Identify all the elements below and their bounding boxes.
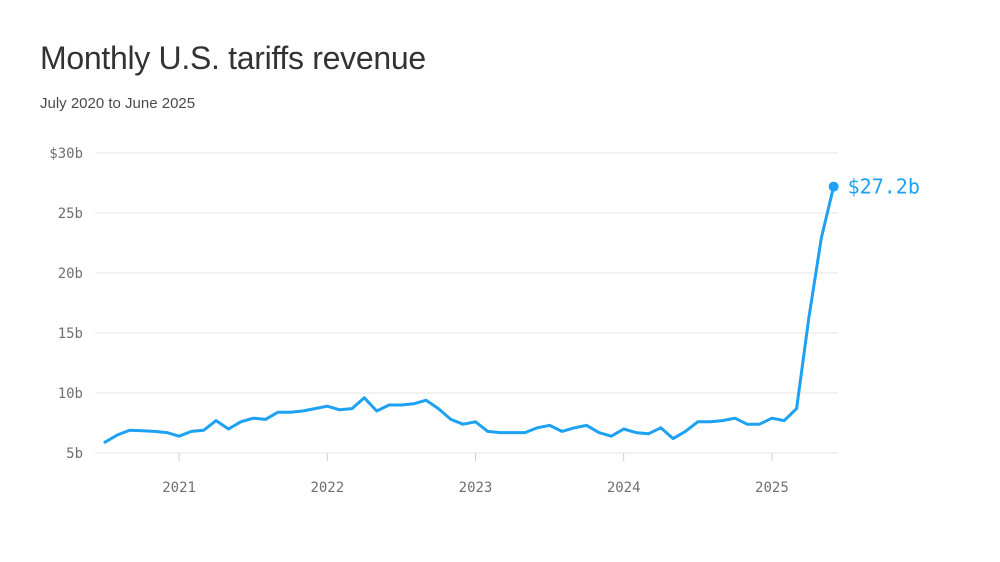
x-axis: 2021 2022 2023 2024 2025	[162, 453, 789, 496]
chart-title: Monthly U.S. tariffs revenue	[40, 40, 426, 76]
x-tick-label: 2021	[162, 480, 196, 496]
y-tick-label: 25b	[58, 206, 83, 222]
y-axis: $30b 25b 20b 15b 10b 5b	[49, 146, 83, 462]
series-layer: $27.2b	[103, 175, 920, 444]
grid-layer	[95, 152, 838, 454]
y-tick-label: $30b	[49, 146, 83, 162]
end-value-label: $27.2b	[848, 175, 920, 199]
x-tick-label: 2022	[310, 480, 344, 496]
chart-subtitle: July 2020 to June 2025	[40, 95, 196, 112]
y-tick-label: 20b	[58, 266, 83, 282]
y-tick-label: 15b	[58, 326, 83, 342]
x-tick-label: 2025	[755, 480, 789, 496]
y-tick-label: 5b	[66, 446, 83, 462]
x-tick-label: 2024	[607, 480, 641, 496]
end-point-marker	[828, 181, 839, 192]
x-tick-label: 2023	[459, 480, 493, 496]
series-line	[103, 185, 836, 444]
y-tick-label: 10b	[58, 386, 83, 402]
